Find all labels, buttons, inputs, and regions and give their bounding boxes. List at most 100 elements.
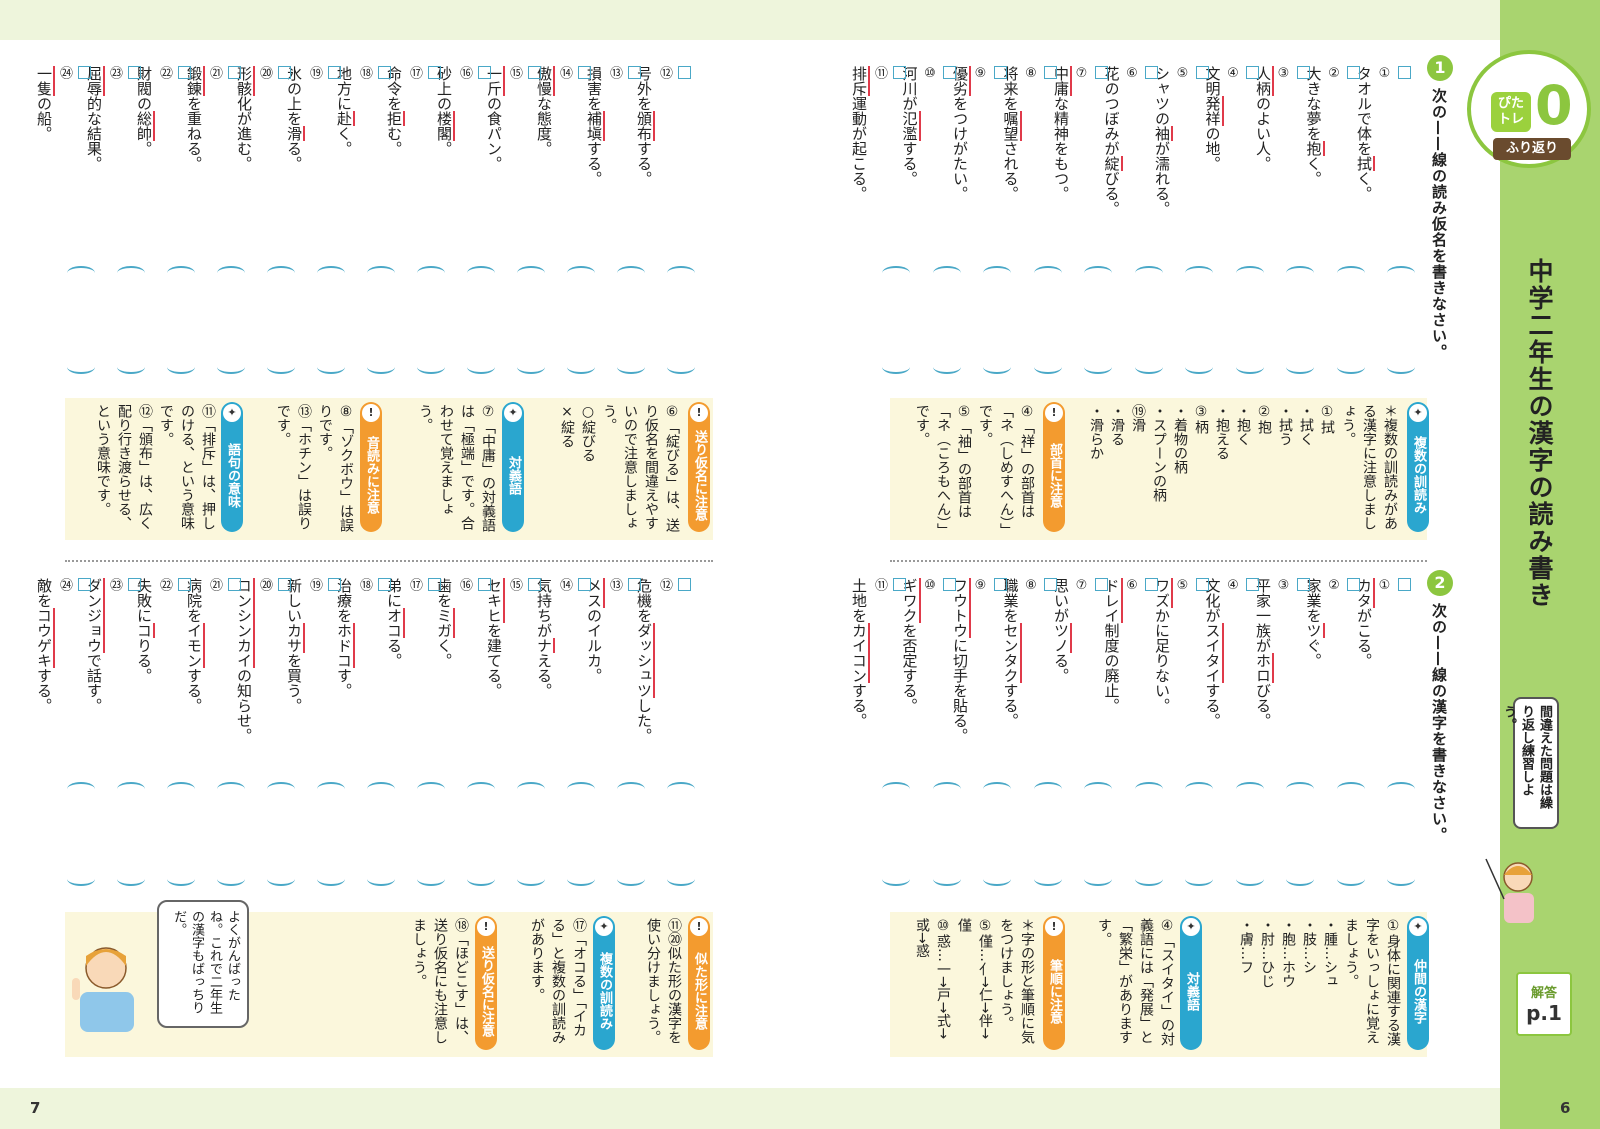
answer-bracket-top[interactable] bbox=[667, 782, 695, 796]
answer-bracket-top[interactable] bbox=[667, 266, 695, 280]
answer-bracket-bottom[interactable] bbox=[1134, 872, 1163, 886]
answer-bracket-top[interactable] bbox=[417, 266, 445, 280]
checkbox-icon[interactable] bbox=[943, 578, 956, 591]
checkbox-icon[interactable] bbox=[1246, 578, 1259, 591]
answer-bracket-bottom[interactable] bbox=[467, 360, 495, 374]
answer-bracket-bottom[interactable] bbox=[932, 360, 961, 374]
checkbox-icon[interactable] bbox=[677, 578, 691, 591]
answer-bracket-bottom[interactable] bbox=[932, 872, 961, 886]
answer-bracket-bottom[interactable] bbox=[882, 360, 910, 374]
answer-bracket-bottom[interactable] bbox=[667, 872, 695, 886]
answer-bracket-top[interactable] bbox=[1185, 266, 1213, 280]
answer-bracket-bottom[interactable] bbox=[367, 872, 395, 886]
answer-bracket-bottom[interactable] bbox=[1387, 360, 1415, 374]
checkbox-icon[interactable] bbox=[277, 66, 291, 79]
answer-bracket-bottom[interactable] bbox=[1033, 872, 1062, 886]
checkbox-icon[interactable] bbox=[943, 66, 956, 79]
answer-bracket-bottom[interactable] bbox=[517, 872, 545, 886]
answer-bracket-top[interactable] bbox=[117, 782, 145, 796]
checkbox-icon[interactable] bbox=[177, 578, 191, 591]
checkbox-icon[interactable] bbox=[1347, 578, 1360, 591]
answer-bracket-bottom[interactable] bbox=[567, 872, 595, 886]
answer-bracket-bottom[interactable] bbox=[217, 360, 245, 374]
answer-bracket-bottom[interactable] bbox=[417, 872, 445, 886]
checkbox-icon[interactable] bbox=[1347, 66, 1360, 79]
answer-bracket-bottom[interactable] bbox=[983, 872, 1011, 886]
checkbox-icon[interactable] bbox=[427, 578, 441, 591]
answer-bracket-top[interactable] bbox=[1084, 782, 1112, 796]
answer-bracket-bottom[interactable] bbox=[267, 360, 295, 374]
answer-bracket-top[interactable] bbox=[167, 266, 195, 280]
checkbox-icon[interactable] bbox=[577, 66, 591, 79]
answer-bracket-bottom[interactable] bbox=[117, 360, 145, 374]
answer-bracket-top[interactable] bbox=[467, 782, 495, 796]
answer-bracket-top[interactable] bbox=[467, 266, 495, 280]
checkbox-icon[interactable] bbox=[1397, 66, 1411, 79]
answer-bracket-bottom[interactable] bbox=[617, 872, 645, 886]
checkbox-icon[interactable] bbox=[477, 66, 491, 79]
answer-bracket-top[interactable] bbox=[1134, 266, 1163, 280]
answer-bracket-top[interactable] bbox=[1084, 266, 1112, 280]
answer-bracket-top[interactable] bbox=[267, 782, 295, 796]
checkbox-icon[interactable] bbox=[1094, 578, 1108, 591]
checkbox-icon[interactable] bbox=[993, 66, 1007, 79]
checkbox-icon[interactable] bbox=[1296, 66, 1310, 79]
answer-bracket-bottom[interactable] bbox=[1084, 872, 1112, 886]
answer-bracket-bottom[interactable] bbox=[117, 872, 145, 886]
checkbox-icon[interactable] bbox=[1246, 66, 1259, 79]
answer-bracket-bottom[interactable] bbox=[1084, 360, 1112, 374]
answer-bracket-top[interactable] bbox=[1387, 782, 1415, 796]
answer-bracket-bottom[interactable] bbox=[317, 360, 345, 374]
answer-bracket-top[interactable] bbox=[882, 266, 910, 280]
answer-bracket-top[interactable] bbox=[1286, 266, 1314, 280]
answer-bracket-top[interactable] bbox=[983, 266, 1011, 280]
answer-bracket-top[interactable] bbox=[367, 266, 395, 280]
answer-bracket-bottom[interactable] bbox=[317, 872, 345, 886]
checkbox-icon[interactable] bbox=[1296, 578, 1310, 591]
answer-bracket-bottom[interactable] bbox=[1286, 360, 1314, 374]
answer-bracket-bottom[interactable] bbox=[1235, 872, 1264, 886]
checkbox-icon[interactable] bbox=[1044, 578, 1057, 591]
answer-bracket-bottom[interactable] bbox=[167, 872, 195, 886]
answer-bracket-top[interactable] bbox=[1134, 782, 1163, 796]
answer-bracket-bottom[interactable] bbox=[217, 872, 245, 886]
checkbox-icon[interactable] bbox=[177, 66, 191, 79]
answer-bracket-top[interactable] bbox=[932, 266, 961, 280]
checkbox-icon[interactable] bbox=[377, 66, 391, 79]
checkbox-icon[interactable] bbox=[377, 578, 391, 591]
answer-bracket-top[interactable] bbox=[1033, 782, 1062, 796]
answer-bracket-top[interactable] bbox=[1286, 782, 1314, 796]
answer-bracket-top[interactable] bbox=[1387, 266, 1415, 280]
checkbox-icon[interactable] bbox=[77, 578, 91, 591]
answer-bracket-bottom[interactable] bbox=[1134, 360, 1163, 374]
answer-bracket-top[interactable] bbox=[217, 266, 245, 280]
answer-bracket-bottom[interactable] bbox=[1336, 360, 1365, 374]
answer-bracket-top[interactable] bbox=[367, 782, 395, 796]
checkbox-icon[interactable] bbox=[527, 578, 541, 591]
checkbox-icon[interactable] bbox=[527, 66, 541, 79]
answer-bracket-top[interactable] bbox=[617, 782, 645, 796]
answer-bracket-top[interactable] bbox=[517, 266, 545, 280]
answer-bracket-bottom[interactable] bbox=[983, 360, 1011, 374]
answer-bracket-bottom[interactable] bbox=[1336, 872, 1365, 886]
checkbox-icon[interactable] bbox=[477, 578, 491, 591]
answer-bracket-bottom[interactable] bbox=[1286, 872, 1314, 886]
answer-bracket-bottom[interactable] bbox=[167, 360, 195, 374]
answer-bracket-top[interactable] bbox=[1235, 782, 1264, 796]
checkbox-icon[interactable] bbox=[227, 578, 241, 591]
answer-bracket-bottom[interactable] bbox=[667, 360, 695, 374]
checkbox-icon[interactable] bbox=[1094, 66, 1108, 79]
answer-bracket-bottom[interactable] bbox=[567, 360, 595, 374]
answer-bracket-top[interactable] bbox=[1033, 266, 1062, 280]
answer-bracket-bottom[interactable] bbox=[467, 872, 495, 886]
checkbox-icon[interactable] bbox=[127, 66, 141, 79]
answer-bracket-top[interactable] bbox=[932, 782, 961, 796]
answer-bracket-top[interactable] bbox=[1336, 782, 1365, 796]
checkbox-icon[interactable] bbox=[627, 66, 641, 79]
answer-bracket-bottom[interactable] bbox=[517, 360, 545, 374]
checkbox-icon[interactable] bbox=[1397, 578, 1411, 591]
checkbox-icon[interactable] bbox=[327, 66, 341, 79]
checkbox-icon[interactable] bbox=[427, 66, 441, 79]
checkbox-icon[interactable] bbox=[892, 578, 906, 591]
answer-bracket-top[interactable] bbox=[267, 266, 295, 280]
